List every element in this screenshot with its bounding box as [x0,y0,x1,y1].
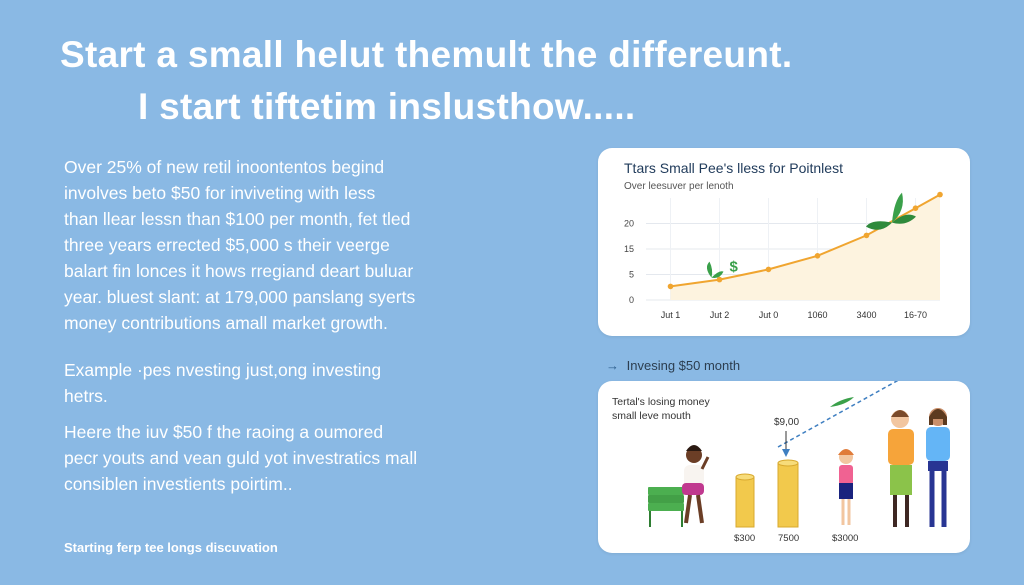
paragraph-line: year. bluest slant: at 179,000 panslang … [64,287,416,307]
data-point [716,276,723,283]
chart-area [670,194,940,300]
data-point [765,266,772,273]
y-tick-label: 0 [629,295,634,305]
leaf-icon [892,192,903,223]
chart-title: Ttars Small Pee's lless for Poitnlest [624,160,843,176]
coin-stack-medium [777,459,799,528]
paragraph-line: balart fin lonces it hows rregiand deart… [64,261,414,281]
coin-label: $300 [734,533,755,544]
data-point [937,191,943,198]
paragraph-line: consiblen investients poirtim.. [64,474,293,494]
x-tick-label: 16-70 [904,310,927,320]
paragraph-line: pecr youts and vean guld yot investratic… [64,448,418,468]
y-tick-label: 15 [624,244,634,254]
paragraph-line: than llear lessn than $100 per month, fe… [64,209,411,229]
cash-stack [648,503,684,511]
line-chart: 0 5 15 20 Jut 1 Jut 2 Jut 0 1060 3400 16-70 $ [624,191,943,320]
man-person [888,410,914,527]
woman-person [926,408,950,527]
data-point [814,253,821,259]
leaf-icon [866,221,892,230]
chart-subtitle: Over leesuver per lenoth [624,181,734,192]
paragraph-statistics: Over 25% of new retil inoontentos begind… [64,154,484,336]
headline-line-1: Start a small helut themult the differeu… [60,34,793,75]
section-label-text: Invesing $50 month [626,358,741,373]
x-tick-label: Jut 2 [710,310,730,320]
paragraph-line: Example ·pes nvesting just,ong investing [64,360,382,380]
x-tick-label: Jut 0 [759,310,779,320]
cash-stack [648,495,684,503]
data-point [863,232,870,239]
x-tick-label: 1060 [807,310,827,320]
dollar-sign-icon: $ [730,259,739,276]
coin-label: $3000 [832,533,858,544]
headline-line-2: I start tiftetim inslusthow..... [138,86,636,127]
sprout-icon [711,271,724,278]
leaf-icon [892,214,916,224]
sprout-icon [706,261,713,278]
price-tag: $9,00 [774,417,799,428]
paragraph-conclusion: Heere the iuv $50 f the raoing a oumored… [64,419,484,497]
y-tick-label: 5 [629,270,634,280]
paragraph-line: hetrs. [64,386,108,406]
illustration-title-line: Tertal's losing money [612,396,710,408]
y-tick-label: 20 [624,219,634,229]
illustration-title-line: small leve mouth [612,410,691,422]
child-person [838,449,854,525]
footer-note: Starting ferp tee longs discuvation [64,540,278,555]
seated-person [682,445,710,524]
paragraph-line: money contributions amall market growth. [64,313,388,333]
illustration-title: Tertal's losing money small leve mouth [612,395,710,423]
paragraph-line: Over 25% of new retil inoontentos begind [64,157,385,177]
investing-illustration: $9,00 [648,381,950,544]
paragraph-line: involves beto $50 for inviveting with le… [64,183,376,203]
cash-stack [648,487,684,495]
chart-card: 0 5 15 20 Jut 1 Jut 2 Jut 0 1060 3400 16-70 $ Ttar… [598,148,970,336]
leaf-icon [830,397,854,407]
x-tick-label: Jut 1 [661,310,681,320]
paragraph-line: Heere the iuv $50 f the raoing a oumored [64,422,384,442]
arrow-right-icon: → [606,358,619,373]
section-label: → Invesing $50 month [606,358,740,373]
coin-stack-small [735,473,755,528]
data-point [667,283,674,290]
paragraph-line: three years errected $5,000 s their veer… [64,235,390,255]
paragraph-example: Example ·pes nvesting just,ong investing… [64,357,484,409]
data-point [912,205,919,211]
x-tick-label: 3400 [856,310,876,320]
coin-label: 7500 [778,533,799,544]
illustration-card: $9,00 [598,381,970,553]
